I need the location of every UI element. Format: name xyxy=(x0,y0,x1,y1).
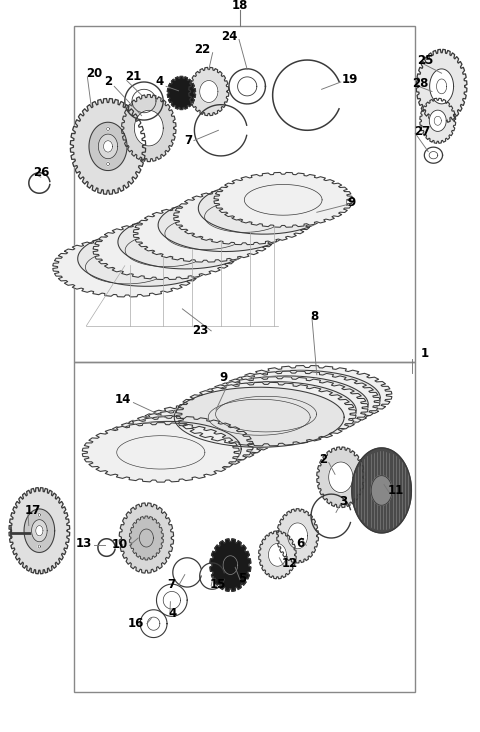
Polygon shape xyxy=(207,371,380,432)
Polygon shape xyxy=(38,513,40,517)
Text: 19: 19 xyxy=(342,72,358,86)
Text: 3: 3 xyxy=(339,495,347,508)
Polygon shape xyxy=(168,76,195,110)
Text: 8: 8 xyxy=(310,310,318,323)
Polygon shape xyxy=(53,237,202,297)
Polygon shape xyxy=(36,526,43,536)
Polygon shape xyxy=(429,110,446,132)
Polygon shape xyxy=(214,173,352,227)
Polygon shape xyxy=(200,81,218,102)
Polygon shape xyxy=(220,370,380,427)
Polygon shape xyxy=(119,503,174,573)
Text: 24: 24 xyxy=(221,30,237,43)
Text: 21: 21 xyxy=(125,70,141,83)
Text: 20: 20 xyxy=(86,67,103,80)
Polygon shape xyxy=(38,545,40,548)
Polygon shape xyxy=(174,387,344,447)
Text: 13: 13 xyxy=(76,537,92,550)
Text: 22: 22 xyxy=(194,43,210,56)
Polygon shape xyxy=(276,509,319,563)
Polygon shape xyxy=(205,376,368,433)
Text: 26: 26 xyxy=(33,165,49,179)
Text: 16: 16 xyxy=(128,617,144,630)
Polygon shape xyxy=(121,94,176,162)
Text: 9: 9 xyxy=(219,371,228,384)
Polygon shape xyxy=(317,447,365,507)
Text: 7: 7 xyxy=(184,134,192,147)
Polygon shape xyxy=(115,410,267,468)
Polygon shape xyxy=(416,49,467,124)
Polygon shape xyxy=(158,198,291,252)
Polygon shape xyxy=(134,111,163,146)
Polygon shape xyxy=(89,122,127,171)
Polygon shape xyxy=(132,403,281,460)
Polygon shape xyxy=(430,69,454,104)
Text: 2: 2 xyxy=(319,453,327,466)
Polygon shape xyxy=(268,543,287,567)
Polygon shape xyxy=(78,231,216,286)
Polygon shape xyxy=(130,516,163,560)
Text: 28: 28 xyxy=(412,77,428,90)
Text: 25: 25 xyxy=(418,53,434,67)
Text: 5: 5 xyxy=(238,572,246,585)
Polygon shape xyxy=(190,381,356,441)
Text: 17: 17 xyxy=(25,504,41,518)
Text: 11: 11 xyxy=(388,484,404,497)
Text: 14: 14 xyxy=(115,393,132,406)
Text: 6: 6 xyxy=(296,537,304,550)
Polygon shape xyxy=(129,408,269,462)
Polygon shape xyxy=(9,488,70,574)
Text: 7: 7 xyxy=(168,578,176,591)
Polygon shape xyxy=(192,377,368,439)
Polygon shape xyxy=(98,134,118,159)
Polygon shape xyxy=(112,415,255,469)
Polygon shape xyxy=(133,205,277,262)
Text: 4: 4 xyxy=(155,75,163,89)
Polygon shape xyxy=(24,509,55,553)
Polygon shape xyxy=(420,98,456,143)
Polygon shape xyxy=(210,539,251,591)
Text: 10: 10 xyxy=(111,538,128,551)
Polygon shape xyxy=(223,365,392,425)
Polygon shape xyxy=(71,99,145,194)
Text: 18: 18 xyxy=(232,0,248,12)
Polygon shape xyxy=(176,382,356,446)
Text: 23: 23 xyxy=(192,324,208,337)
Text: 2: 2 xyxy=(104,75,112,89)
Text: 9: 9 xyxy=(348,195,356,209)
Polygon shape xyxy=(189,67,229,116)
Polygon shape xyxy=(32,520,47,542)
Text: 4: 4 xyxy=(168,607,176,620)
Text: 27: 27 xyxy=(414,125,430,138)
Polygon shape xyxy=(198,182,329,234)
Polygon shape xyxy=(288,523,308,549)
Polygon shape xyxy=(104,141,112,152)
Polygon shape xyxy=(99,417,253,475)
Text: 12: 12 xyxy=(281,557,298,570)
Polygon shape xyxy=(107,127,109,130)
Polygon shape xyxy=(371,476,392,505)
Polygon shape xyxy=(174,189,315,244)
Polygon shape xyxy=(259,531,296,579)
Polygon shape xyxy=(118,215,253,269)
Text: 15: 15 xyxy=(209,578,226,591)
Text: 1: 1 xyxy=(420,347,429,360)
Polygon shape xyxy=(329,462,353,493)
Polygon shape xyxy=(96,422,241,477)
Polygon shape xyxy=(82,422,240,482)
Polygon shape xyxy=(352,448,411,533)
Polygon shape xyxy=(107,163,109,165)
Polygon shape xyxy=(93,221,240,280)
